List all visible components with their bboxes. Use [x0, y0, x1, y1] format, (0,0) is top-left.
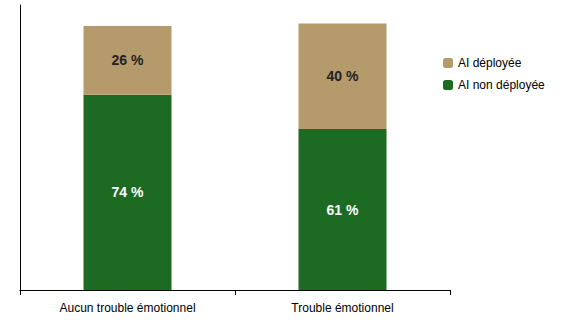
svg-text:AI non déployée: AI non déployée — [458, 78, 545, 92]
svg-text:74 %: 74 % — [112, 184, 144, 200]
svg-text:61 %: 61 % — [327, 202, 359, 218]
svg-text:40 %: 40 % — [327, 68, 359, 84]
svg-text:AI déployée: AI déployée — [458, 56, 522, 70]
svg-text:Trouble émotionnel: Trouble émotionnel — [291, 301, 393, 315]
svg-text:26 %: 26 % — [112, 52, 144, 68]
svg-text:Aucun trouble émotionnel: Aucun trouble émotionnel — [59, 301, 195, 315]
